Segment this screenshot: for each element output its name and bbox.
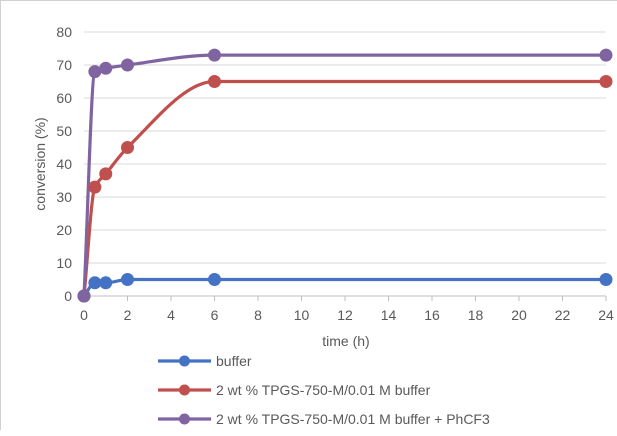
data-point [121, 273, 134, 286]
data-point [208, 273, 221, 286]
x-tick-label: 10 [294, 307, 310, 323]
series-line [82, 277, 608, 298]
legend: buffer 2 wt % TPGS-750-M/0.01 M buffer 2 w… [158, 353, 490, 427]
x-tick-label: 8 [254, 307, 262, 323]
y-axis-title: conversion (%) [32, 117, 48, 210]
x-axis-title: time (h) [322, 333, 369, 349]
axes [83, 295, 607, 301]
data-point [599, 48, 613, 62]
legend-entry-label: 2 wt % TPGS-750-M/0.01 M buffer + PhCF3 [216, 411, 490, 427]
legend-marker [179, 355, 190, 367]
y-tick-label: 70 [56, 57, 72, 73]
legend-entry-label: buffer [216, 353, 252, 369]
x-tick-label: 4 [167, 307, 175, 323]
y-tick-label: 60 [56, 90, 72, 106]
y-tick-label: 50 [56, 123, 72, 139]
data-point [99, 61, 113, 75]
legend-marker [179, 413, 190, 425]
data-point [99, 276, 113, 290]
y-tick-label: 30 [56, 189, 72, 205]
y-tick-label: 20 [56, 222, 72, 238]
x-tick-label: 16 [424, 307, 440, 323]
legend-marker [179, 384, 190, 396]
data-markers [77, 48, 613, 303]
data-point [88, 180, 102, 194]
x-tick-label: 6 [211, 307, 219, 323]
data-point [99, 167, 113, 181]
data-point [599, 273, 613, 286]
x-tick-label: 14 [381, 307, 397, 323]
series-lines [82, 53, 608, 298]
data-point [208, 75, 221, 88]
x-tick-label: 12 [337, 307, 353, 323]
y-tick-label: 10 [56, 255, 72, 271]
gridlines [84, 31, 606, 264]
data-point [77, 289, 91, 303]
x-tick-label: 24 [598, 307, 614, 323]
data-point [208, 48, 221, 62]
y-tick-label: 0 [64, 288, 72, 304]
data-point [121, 58, 134, 72]
data-point [88, 65, 102, 79]
x-tick-label: 22 [555, 307, 571, 323]
series-line [82, 53, 608, 298]
data-point [121, 141, 134, 154]
legend-entry-label: 2 wt % TPGS-750-M/0.01 M buffer [216, 382, 431, 398]
y-tick-label: 40 [56, 156, 72, 172]
x-tick-label: 18 [468, 307, 484, 323]
data-point [88, 276, 102, 290]
x-tick-label: 2 [124, 307, 132, 323]
x-tick-label: 20 [511, 307, 527, 323]
x-tick-label: 0 [80, 307, 88, 323]
series-line [82, 79, 608, 298]
y-tick-label: 80 [56, 24, 72, 40]
data-point [599, 75, 613, 88]
